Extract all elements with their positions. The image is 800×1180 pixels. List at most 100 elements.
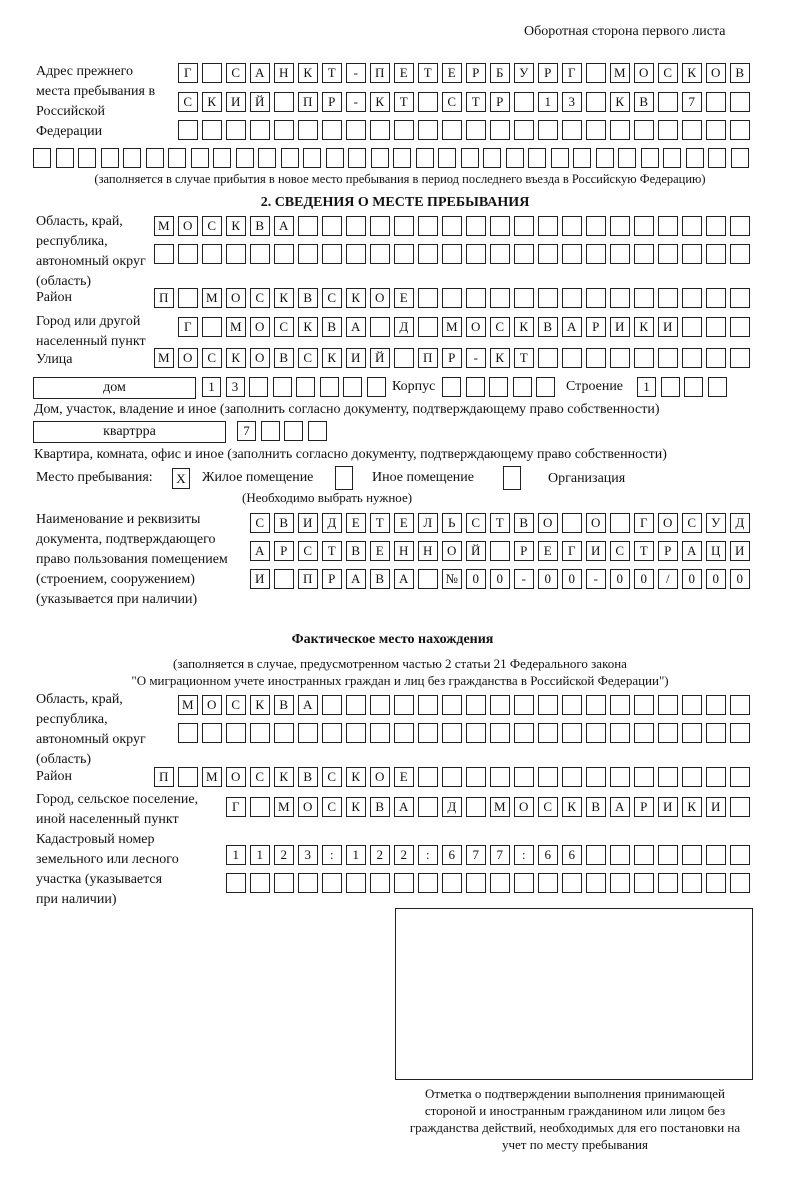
char-cell[interactable]: Г [226,797,246,817]
option-checkbox-organization[interactable] [503,466,521,490]
char-cell[interactable] [660,377,680,397]
char-cell[interactable] [226,723,246,743]
char-cell[interactable]: Е [538,541,558,561]
char-cell[interactable]: 7 [490,845,510,865]
char-cell[interactable] [706,723,726,743]
char-cell[interactable]: Е [346,513,366,533]
char-cell[interactable] [538,348,558,368]
char-cell[interactable]: О [538,513,558,533]
char-cell[interactable] [178,288,198,308]
apartment-type-field[interactable]: квартрра [33,421,226,443]
char-cell[interactable]: И [586,541,606,561]
char-cell[interactable] [610,695,630,715]
char-cell[interactable]: К [514,317,534,337]
char-cell[interactable] [284,421,303,441]
char-cell[interactable] [490,873,510,893]
char-cell[interactable] [634,723,654,743]
char-cell[interactable] [226,244,246,264]
char-cell[interactable] [465,377,485,397]
char-cell[interactable] [562,873,582,893]
char-cell[interactable] [55,148,74,168]
char-cell[interactable]: А [394,797,414,817]
char-cell[interactable] [538,216,558,236]
char-cell[interactable] [274,873,294,893]
char-cell[interactable] [706,288,726,308]
char-cell[interactable] [418,873,438,893]
char-cell[interactable] [514,723,534,743]
char-cell[interactable]: А [562,317,582,337]
char-cell[interactable]: В [250,216,270,236]
char-cell[interactable]: П [298,569,318,589]
char-cell[interactable] [658,92,678,112]
char-cell[interactable]: И [658,317,678,337]
char-cell[interactable]: Г [178,317,198,337]
char-cell[interactable] [33,148,51,168]
char-cell[interactable]: Р [466,63,486,83]
char-cell[interactable] [658,244,678,264]
char-cell[interactable] [442,120,462,140]
char-cell[interactable]: К [346,288,366,308]
char-cell[interactable] [514,244,534,264]
char-cell[interactable] [370,216,390,236]
char-cell[interactable] [707,377,727,397]
char-cell[interactable] [730,288,750,308]
char-cell[interactable]: Т [322,541,342,561]
char-cell[interactable] [490,767,510,787]
char-cell[interactable] [274,569,294,589]
char-cell[interactable] [658,723,678,743]
char-cell[interactable]: К [274,288,294,308]
char-cell[interactable] [634,120,654,140]
char-cell[interactable] [213,148,231,168]
char-cell[interactable] [514,288,534,308]
char-cell[interactable]: В [634,92,654,112]
char-cell[interactable] [370,244,390,264]
char-cell[interactable]: Й [466,541,486,561]
char-cell[interactable] [322,244,342,264]
char-cell[interactable]: Т [634,541,654,561]
char-cell[interactable] [418,244,438,264]
char-cell[interactable] [514,92,534,112]
char-cell[interactable] [586,216,606,236]
char-cell[interactable] [466,767,486,787]
char-cell[interactable]: В [298,767,318,787]
char-cell[interactable]: М [178,695,198,715]
char-cell[interactable] [586,288,606,308]
char-cell[interactable] [634,216,654,236]
char-cell[interactable]: Н [418,541,438,561]
char-cell[interactable] [466,723,486,743]
char-cell[interactable]: О [466,317,486,337]
char-cell[interactable] [682,244,702,264]
char-cell[interactable] [442,767,462,787]
option-checkbox-other[interactable] [335,466,353,490]
char-cell[interactable] [123,148,141,168]
char-cell[interactable]: Р [322,92,342,112]
char-cell[interactable]: М [202,288,222,308]
char-cell[interactable] [658,873,678,893]
char-cell[interactable] [466,216,486,236]
char-cell[interactable] [394,216,414,236]
char-cell[interactable]: Й [250,92,270,112]
char-cell[interactable] [460,148,479,168]
char-cell[interactable]: В [586,797,606,817]
char-cell[interactable]: О [514,797,534,817]
char-cell[interactable]: К [226,216,246,236]
char-cell[interactable] [418,317,438,337]
char-cell[interactable]: О [442,541,462,561]
char-cell[interactable] [202,723,222,743]
char-cell[interactable] [682,723,702,743]
char-cell[interactable] [442,695,462,715]
char-cell[interactable] [610,873,630,893]
char-cell[interactable] [562,513,582,533]
char-cell[interactable]: Р [658,541,678,561]
char-cell[interactable] [730,845,750,865]
char-cell[interactable] [706,873,726,893]
char-cell[interactable] [490,216,510,236]
char-cell[interactable]: Т [418,63,438,83]
char-cell[interactable]: А [394,569,414,589]
char-cell[interactable] [538,723,558,743]
char-cell[interactable] [418,695,438,715]
char-cell[interactable] [730,797,750,817]
char-cell[interactable] [706,767,726,787]
char-cell[interactable] [178,244,198,264]
char-cell[interactable]: 0 [610,569,630,589]
